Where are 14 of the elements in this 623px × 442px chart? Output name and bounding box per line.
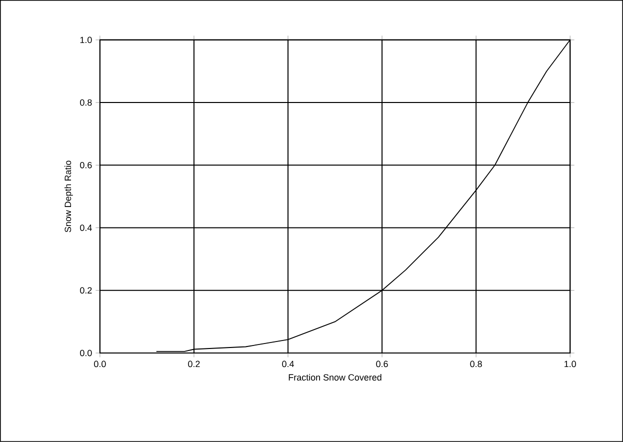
y-tick-label: 0.4 (80, 224, 92, 231)
x-tick-label: 1.0 (564, 360, 576, 368)
x-tick-label: 0.8 (470, 360, 482, 368)
y-axis-title: Snow Depth Ratio (64, 160, 73, 232)
x-tick-label: 0.6 (376, 360, 388, 368)
x-tick-label: 0.4 (282, 360, 294, 368)
y-tick-label: 1.0 (80, 36, 92, 44)
x-tick-label: 0.2 (188, 360, 200, 368)
y-tick-label: 0.0 (80, 350, 92, 356)
y-tick-label: 0.2 (80, 287, 92, 294)
y-tick-label: 0.6 (80, 162, 92, 168)
x-axis-title: Fraction Snow Covered (288, 374, 382, 381)
x-tick-label: 0.0 (94, 360, 106, 368)
y-tick-label: 0.8 (80, 99, 92, 106)
